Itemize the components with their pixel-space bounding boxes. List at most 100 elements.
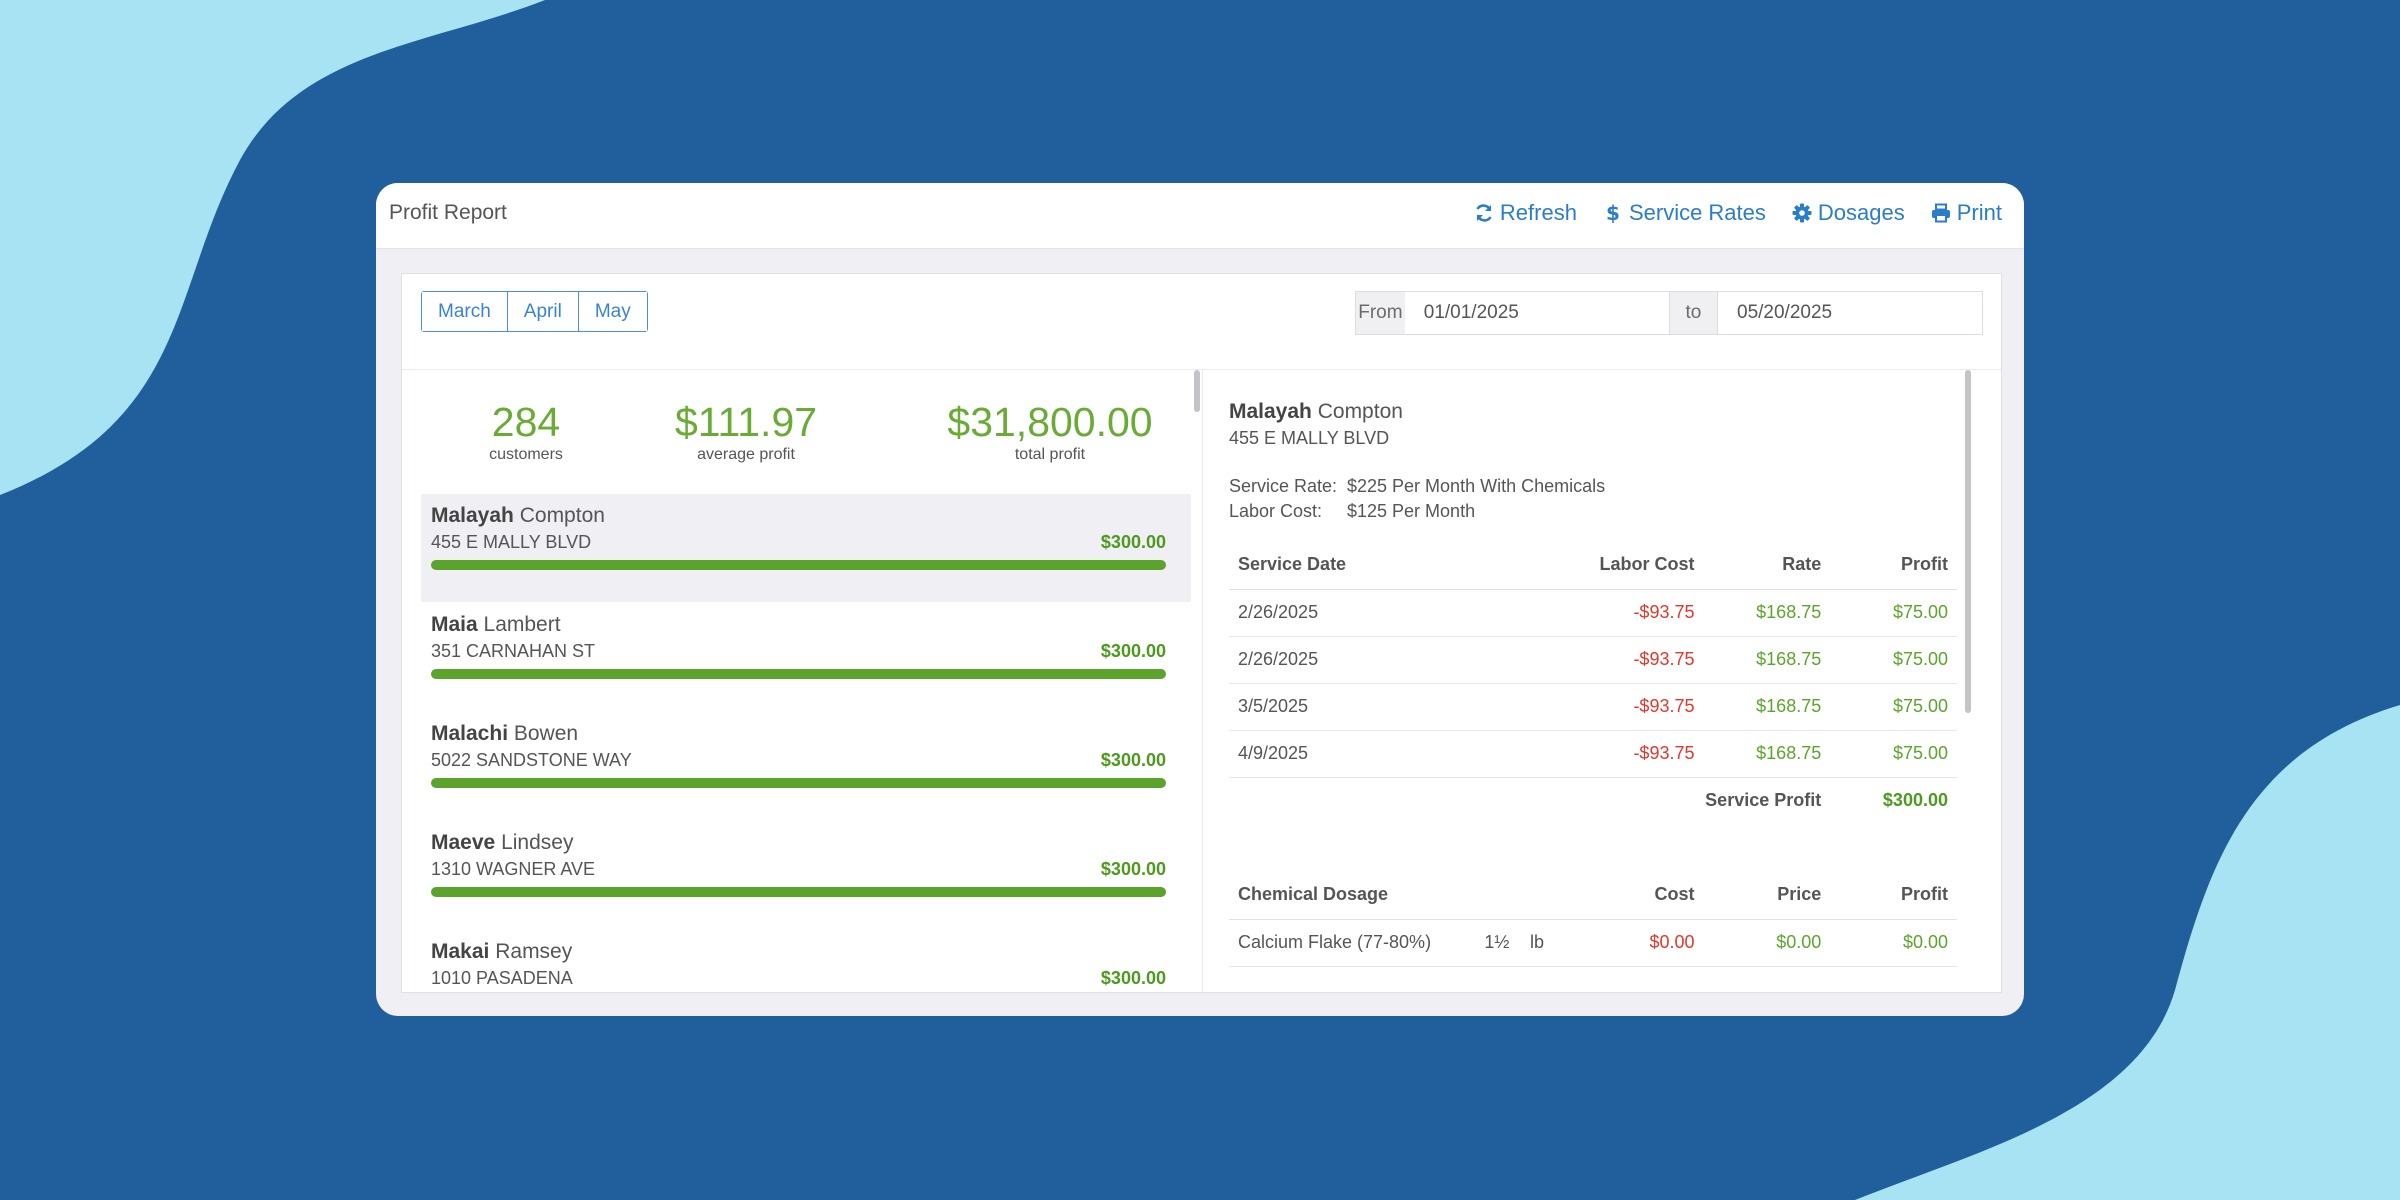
customer-address: 455 E MALLY BLVD	[431, 532, 592, 552]
labor-cost-cell: -$93.75	[1533, 636, 1704, 684]
total-profit-value: $31,800.00	[947, 399, 1153, 445]
table-row: Calcium Flake (77-80%) 1½ lb $0.00 $0.00…	[1229, 919, 1957, 967]
service-date-cell: 2/26/2025	[1229, 636, 1534, 684]
customers-count: 284	[491, 399, 561, 445]
report-panel: March April May From to 284 customers $1…	[401, 273, 2002, 993]
total-profit-label: total profit	[1014, 446, 1086, 463]
detail-customer-address: 455 E MALLY BLVD	[1229, 428, 1390, 448]
customer-list-pane: 284 customers $111.97 average profit $31…	[402, 370, 1202, 992]
customer-name: Makai Ramsey	[431, 940, 573, 963]
chemical-cost-cell: $0.00	[1622, 919, 1704, 967]
header-divider	[402, 369, 2001, 370]
service-profit-label: Service Profit	[1705, 790, 1822, 811]
customer-detail-pane: Malayah Compton 455 E MALLY BLVD Service…	[1203, 370, 2001, 992]
profit-bar	[431, 560, 1166, 570]
service-table-header: Service Date Labor Cost Rate Profit	[1229, 541, 1957, 590]
rate-cell: $168.75	[1703, 589, 1831, 637]
bottom-right-blob	[1855, 705, 2400, 1200]
table-row: 4/9/2025 -$93.75 $168.75 $75.00	[1229, 730, 1957, 778]
customer-profit: $300.00	[1100, 750, 1166, 770]
print-label: Print	[1956, 200, 2002, 225]
refresh-button[interactable]: Refresh	[1474, 200, 1577, 226]
labor-cost-value: $125 Per Month	[1347, 501, 1476, 521]
service-rates-label: Service Rates	[1628, 200, 1766, 225]
rate-cell: $168.75	[1703, 636, 1831, 684]
chemical-name-cell: Calcium Flake (77-80%)	[1229, 919, 1476, 967]
profit-cell: $75.00	[1830, 683, 1957, 731]
col-cost: Cost	[1622, 871, 1704, 920]
customer-profit: $300.00	[1100, 859, 1166, 879]
detail-customer-name: Malayah Compton	[1229, 400, 1403, 423]
col-rate: Rate	[1703, 541, 1831, 590]
rate-cell: $168.75	[1703, 683, 1831, 731]
customer-address: 351 CARNAHAN ST	[431, 641, 596, 661]
customer-list-item[interactable]: Maeve Lindsey 1310 WAGNER AVE $300.00	[421, 821, 1191, 929]
top-left-blob	[0, 0, 545, 495]
dosages-button[interactable]: Dosages	[1792, 200, 1905, 226]
printer-icon	[1931, 203, 1950, 223]
table-row: 2/26/2025 -$93.75 $168.75 $75.00	[1229, 589, 1957, 637]
stat-customers: 284 customers	[452, 398, 600, 464]
pane-divider	[1202, 370, 1203, 992]
service-profit-summary: Service Profit $300.00	[1229, 777, 1957, 824]
table-row: 3/5/2025 -$93.75 $168.75 $75.00	[1229, 683, 1957, 731]
profit-bar	[431, 778, 1166, 788]
customer-name: Maeve Lindsey	[431, 831, 574, 854]
detail-scrollbar[interactable]	[1965, 370, 1971, 713]
page-title: Profit Report	[389, 201, 507, 224]
customer-name: Malayah Compton	[431, 504, 605, 527]
col-service-date: Service Date	[1229, 541, 1534, 590]
col-profit: Profit	[1830, 541, 1957, 590]
profit-bar	[431, 887, 1166, 897]
chemical-table-header: Chemical Dosage Cost Price Profit	[1229, 871, 1957, 920]
print-button[interactable]: Print	[1931, 200, 2002, 226]
service-rate-value: $225 Per Month With Chemicals	[1347, 476, 1606, 496]
stat-average-profit: $111.97 average profit	[642, 398, 850, 464]
to-date-input[interactable]	[1718, 292, 1982, 334]
labor-cost-line: Labor Cost: $125 Per Month	[1229, 501, 1475, 522]
service-date-cell: 4/9/2025	[1229, 730, 1534, 778]
profit-bar	[431, 669, 1166, 679]
customer-profit: $300.00	[1100, 968, 1166, 988]
service-date-cell: 2/26/2025	[1229, 589, 1534, 637]
customer-address: 1010 PASADENA	[431, 968, 573, 988]
refresh-icon	[1476, 204, 1492, 222]
chemical-table: Chemical Dosage Cost Price Profit Calciu…	[1229, 871, 1957, 967]
customer-name: Malachi Bowen	[431, 722, 579, 745]
col-chemical-dosage: Chemical Dosage	[1229, 871, 1623, 920]
customer-address: 1310 WAGNER AVE	[431, 859, 596, 879]
profit-report-window: Profit Report Refresh $ Service Rates Do…	[376, 183, 2024, 1016]
service-table: Service Date Labor Cost Rate Profit 2/26…	[1229, 541, 1957, 824]
customer-profit: $300.00	[1100, 532, 1166, 552]
chemical-price-cell: $0.00	[1703, 919, 1831, 967]
chemical-profit-cell: $0.00	[1830, 919, 1957, 967]
chemical-unit-cell: lb	[1521, 919, 1623, 967]
labor-cost-cell: -$93.75	[1533, 589, 1704, 637]
gear-icon	[1792, 203, 1812, 223]
date-range: From to	[1355, 291, 1983, 335]
service-rates-button[interactable]: $ Service Rates	[1603, 200, 1766, 226]
refresh-label: Refresh	[1499, 200, 1577, 225]
stat-total-profit: $31,800.00 total profit	[930, 398, 1170, 464]
svg-text:$: $	[1606, 203, 1620, 223]
month-button-march[interactable]: March	[422, 292, 507, 331]
table-row: 2/26/2025 -$93.75 $168.75 $75.00	[1229, 636, 1957, 684]
service-rate-line: Service Rate: $225 Per Month With Chemica…	[1229, 476, 1605, 497]
service-rate-label: Service Rate:	[1229, 476, 1338, 496]
col-price: Price	[1703, 871, 1831, 920]
average-profit-label: average profit	[697, 446, 795, 463]
customer-list-item[interactable]: Malayah Compton 455 E MALLY BLVD $300.00	[421, 494, 1191, 602]
customer-list-item[interactable]: Malachi Bowen 5022 SANDSTONE WAY $300.00	[421, 712, 1191, 820]
month-button-may[interactable]: May	[577, 292, 647, 331]
customer-list-scrollbar[interactable]	[1194, 370, 1200, 412]
dosages-label: Dosages	[1817, 200, 1905, 225]
customer-list-item[interactable]: Makai Ramsey 1010 PASADENA $300.00	[421, 930, 1191, 992]
month-button-april[interactable]: April	[506, 292, 578, 331]
customers-label: customers	[489, 446, 563, 463]
chemical-amount-cell: 1½	[1475, 919, 1521, 967]
from-date-input[interactable]	[1404, 292, 1669, 334]
profit-cell: $75.00	[1830, 636, 1957, 684]
col-chem-profit: Profit	[1830, 871, 1957, 920]
customer-list-item[interactable]: Maia Lambert 351 CARNAHAN ST $300.00	[421, 603, 1191, 711]
